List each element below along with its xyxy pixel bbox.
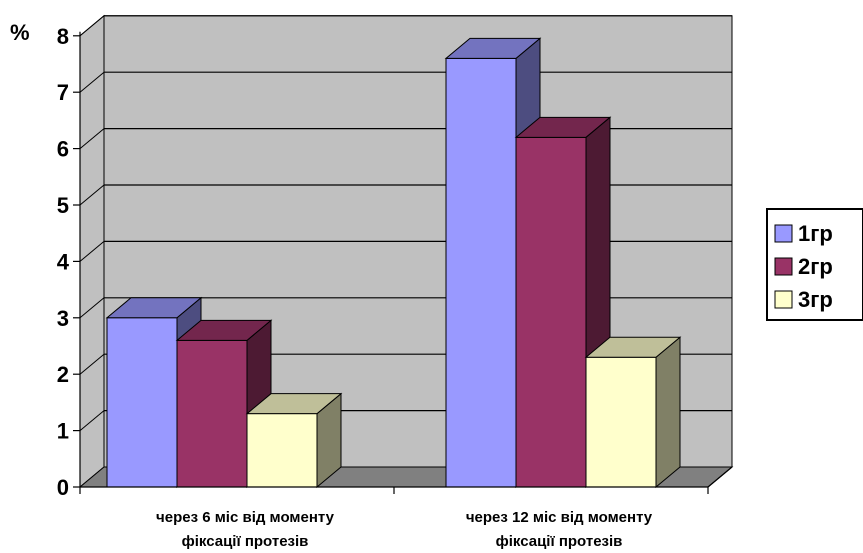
x-tick-label: через 12 міс від моменту xyxy=(466,509,653,526)
legend-swatch-1гр xyxy=(774,224,793,243)
axes: 0 1 2 3 4 5 6 7 8 через 6 міс від моменту фіксації… xyxy=(57,24,733,550)
gridline-side xyxy=(79,184,105,206)
legend-swatch-3гр xyxy=(774,290,793,309)
gridline-side xyxy=(79,71,105,93)
gridline-side xyxy=(79,15,105,37)
y-tick-label: 7 xyxy=(57,80,69,105)
bar-front xyxy=(515,136,587,488)
y-tick-label: 4 xyxy=(57,249,70,274)
bar-top xyxy=(175,319,273,341)
legend-label-3гр: 3гр xyxy=(798,287,833,312)
bar-side xyxy=(655,336,681,489)
x-tick-label: фіксації протезів xyxy=(496,533,623,550)
bar-3гр-2 xyxy=(584,336,682,489)
bar-front xyxy=(246,413,318,488)
gridline-side xyxy=(79,297,105,319)
x-tick-label: через 6 міс від моменту xyxy=(156,509,335,526)
bars xyxy=(105,37,682,489)
y-axis-label: % xyxy=(10,20,30,45)
bar-front xyxy=(106,317,178,488)
y-tick-label: 0 xyxy=(57,475,69,500)
gridline-side xyxy=(79,128,105,149)
bar-top xyxy=(444,37,542,59)
bar-top xyxy=(245,393,343,415)
gridline-side xyxy=(79,410,105,431)
y-tick-label: 6 xyxy=(57,137,69,162)
y-tick-label: 2 xyxy=(57,362,69,387)
legend-swatch-2гр xyxy=(774,257,793,276)
y-tick-label: 8 xyxy=(57,24,69,49)
bar-front xyxy=(585,356,657,488)
gridline-side xyxy=(79,353,105,375)
floor-edge xyxy=(707,466,733,488)
bar-top xyxy=(584,336,682,358)
y-tick-label: 5 xyxy=(57,193,69,218)
bar-front xyxy=(445,57,517,488)
bar-front xyxy=(176,339,248,488)
bar-top xyxy=(105,297,203,319)
gridline-side xyxy=(79,241,105,262)
legend: 1гр 2гр 3гр xyxy=(766,208,863,321)
legend-label-2гр: 2гр xyxy=(798,254,833,279)
y-tick-label: 1 xyxy=(57,419,69,444)
y-tick-label: 3 xyxy=(57,306,69,331)
bar-top xyxy=(514,116,612,138)
bar-3гр-1 xyxy=(245,392,343,489)
x-tick-label: фіксації протезів xyxy=(182,533,309,550)
legend-label-1гр: 1гр xyxy=(798,221,833,246)
